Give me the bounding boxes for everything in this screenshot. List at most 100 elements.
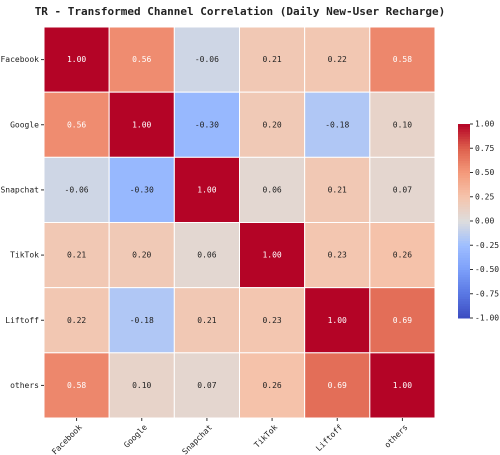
colorbar-step <box>458 223 470 227</box>
x-tick-label: Facebook <box>50 423 84 455</box>
colorbar-step <box>458 250 470 254</box>
colorbar-step <box>458 286 470 290</box>
heatmap-cell <box>304 287 371 354</box>
heatmap-cell <box>369 287 436 354</box>
cell-label: 1.00 <box>197 185 216 194</box>
cell-label: 0.10 <box>393 120 412 129</box>
y-tick-label: others <box>10 381 39 390</box>
heatmap-cell <box>239 91 306 158</box>
y-tick-label: TikTok <box>10 251 39 260</box>
colorbar-step <box>458 140 470 144</box>
colorbar-step <box>458 225 470 229</box>
colorbar-step <box>458 211 470 215</box>
colorbar-step <box>458 233 470 237</box>
heatmap-cell <box>173 222 240 289</box>
colorbar-step <box>458 206 470 210</box>
colorbar-step <box>458 208 470 212</box>
heatmap-cell <box>43 26 110 93</box>
heatmap-cell <box>108 26 175 93</box>
x-tick-label: Snapchat <box>180 423 214 455</box>
colorbar-step <box>458 218 470 222</box>
colorbar-step <box>458 155 470 159</box>
colorbar-tick-label: -0.50 <box>475 265 499 274</box>
cell-label: -0.18 <box>130 316 154 325</box>
colorbar-step <box>458 196 470 200</box>
cell-label: 0.56 <box>67 120 86 129</box>
colorbar-step <box>458 160 470 164</box>
colorbar-tick-label: -0.25 <box>475 241 499 250</box>
colorbar-step <box>458 138 470 142</box>
cell-label: 0.06 <box>262 185 281 194</box>
colorbar-step <box>458 308 470 312</box>
heatmap-cell <box>369 26 436 93</box>
colorbar-step <box>458 257 470 261</box>
colorbar-step <box>458 252 470 256</box>
colorbar-step <box>458 228 470 232</box>
colorbar-step <box>458 136 470 140</box>
cell-label: 0.06 <box>197 251 216 260</box>
colorbar-step <box>458 182 470 186</box>
colorbar-step <box>458 213 470 217</box>
colorbar-step <box>458 247 470 251</box>
colorbar-step <box>458 145 470 149</box>
cell-label: 0.07 <box>393 185 412 194</box>
colorbar-step <box>458 293 470 297</box>
cell-label: 0.21 <box>262 55 281 64</box>
colorbar-step <box>458 150 470 154</box>
heatmap-cell <box>173 26 240 93</box>
colorbar-step <box>458 274 470 278</box>
colorbar-step <box>458 201 470 205</box>
heatmap-cell <box>43 222 110 289</box>
cell-label: 1.00 <box>67 55 86 64</box>
x-tick-label: others <box>383 423 410 450</box>
colorbar-step <box>458 259 470 263</box>
y-tick-label: Google <box>10 120 39 129</box>
cell-label: -0.30 <box>130 185 154 194</box>
x-tick-label: Liftoff <box>314 423 344 453</box>
heatmap-cell <box>304 156 371 223</box>
heatmap-cell <box>304 222 371 289</box>
colorbar-step <box>458 237 470 241</box>
colorbar-step <box>458 264 470 268</box>
colorbar-step <box>458 235 470 239</box>
colorbar-tick-label: 0.50 <box>475 168 494 177</box>
colorbar-step <box>458 174 470 178</box>
colorbar-step <box>458 242 470 246</box>
heatmap-cell <box>239 26 306 93</box>
cell-label: 0.21 <box>67 251 86 260</box>
y-tick-label: Snapchat <box>0 185 39 194</box>
cell-label: -0.18 <box>325 120 349 129</box>
colorbar-step <box>458 133 470 137</box>
colorbar-step <box>458 172 470 176</box>
heatmap-cell <box>173 287 240 354</box>
colorbar-step <box>458 276 470 280</box>
cell-label: 1.00 <box>132 120 151 129</box>
colorbar-step <box>458 143 470 147</box>
heatmap-cell <box>369 222 436 289</box>
heatmap-cell <box>369 352 436 419</box>
colorbar-step <box>458 284 470 287</box>
colorbar-step <box>458 310 470 314</box>
colorbar-tick-label: 0.75 <box>475 144 494 153</box>
cell-label: 0.20 <box>262 120 281 129</box>
heatmap-cell <box>239 156 306 223</box>
colorbar-step <box>458 170 470 173</box>
colorbar-step <box>458 191 470 195</box>
colorbar-step <box>458 298 470 302</box>
colorbar-step <box>458 301 470 304</box>
colorbar-step <box>458 194 470 198</box>
colorbar-tick-label: 1.00 <box>475 120 494 129</box>
cell-label: 0.58 <box>393 55 412 64</box>
colorbar-step <box>458 148 470 152</box>
colorbar-step <box>458 184 470 188</box>
heatmap-cell <box>239 287 306 354</box>
cell-label: 0.26 <box>393 251 412 260</box>
colorbar-step <box>458 126 470 130</box>
colorbar-step <box>458 221 470 224</box>
colorbar-step <box>458 279 470 283</box>
colorbar-step <box>458 267 470 270</box>
colorbar-tick-label: 0.00 <box>475 217 494 226</box>
colorbar-tick-label: 0.25 <box>475 192 494 201</box>
cell-label: 0.21 <box>197 316 216 325</box>
y-tick-label: Facebook <box>0 55 39 64</box>
